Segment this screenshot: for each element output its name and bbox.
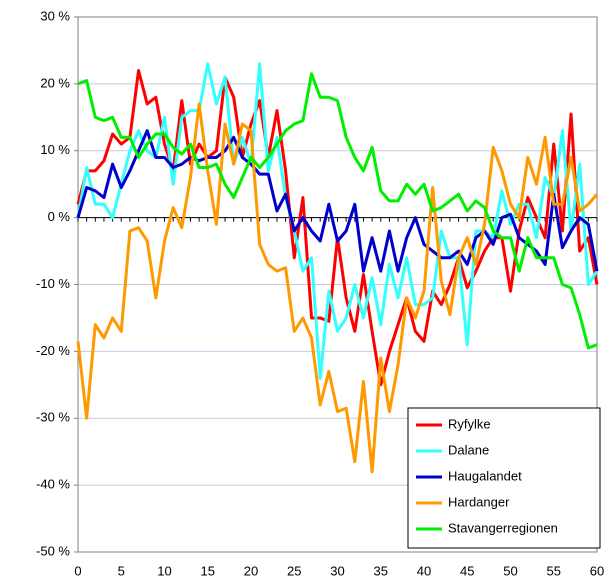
- x-tick-label: 60: [590, 563, 604, 577]
- x-tick-label: 50: [503, 563, 517, 577]
- legend: Ryfylke Dalane Haugalandet Hardanger Stavang…: [407, 407, 601, 549]
- legend-label: Dalane: [448, 442, 489, 457]
- legend-label: Hardanger: [448, 494, 510, 509]
- y-tick-label: 10 %: [40, 142, 70, 157]
- x-tick-label: 55: [547, 563, 561, 577]
- x-tick-label: 15: [201, 563, 215, 577]
- y-tick-label: -20 %: [36, 343, 70, 358]
- legend-label: Haugalandet: [448, 468, 522, 483]
- legend-label: Stavangerregionen: [448, 520, 558, 535]
- series-line: [77, 72, 598, 350]
- series-line: [76, 102, 599, 474]
- x-tick-label: 5: [118, 563, 125, 577]
- x-tick-label: 45: [460, 563, 474, 577]
- y-tick-label: -10 %: [36, 276, 70, 291]
- x-tick-label: 40: [417, 563, 431, 577]
- y-tick-label: -30 %: [36, 410, 70, 425]
- legend-label: Ryfylke: [448, 416, 491, 431]
- y-tick-label: -50 %: [36, 543, 70, 558]
- series-line: [76, 129, 599, 273]
- x-tick-label: 30: [330, 563, 344, 577]
- x-tick-label: 35: [374, 563, 388, 577]
- y-tick-label: 20 %: [40, 75, 70, 90]
- y-tick-label: -40 %: [36, 477, 70, 492]
- x-tick-label: 25: [287, 563, 301, 577]
- y-tick-label: 0 %: [48, 209, 71, 224]
- x-tick-label: 10: [157, 563, 171, 577]
- y-tick-label: 30 %: [40, 8, 70, 23]
- series-line: [76, 69, 599, 387]
- x-tick-label: 0: [74, 563, 81, 577]
- x-tick-label: 20: [244, 563, 258, 577]
- series-line: [76, 62, 599, 380]
